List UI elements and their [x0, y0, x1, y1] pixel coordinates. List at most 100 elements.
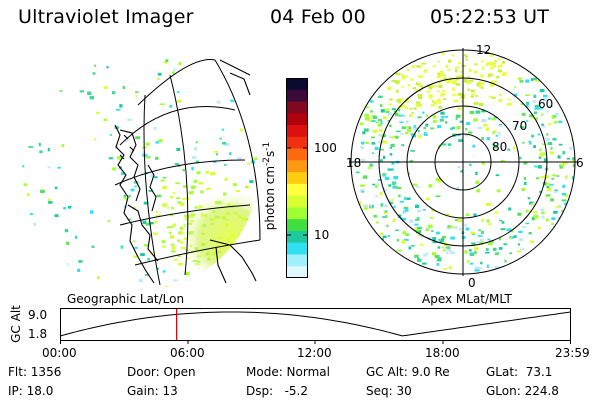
- speckle: [422, 208, 426, 211]
- speckle: [253, 292, 257, 294]
- speckle: [466, 259, 470, 264]
- speckle: [163, 61, 168, 64]
- speckle: [359, 189, 364, 192]
- speckle: [501, 221, 505, 224]
- speckle: [399, 133, 404, 135]
- speckle: [528, 114, 534, 118]
- speckle: [389, 153, 393, 156]
- speckle: [535, 216, 539, 219]
- speckle: [440, 238, 445, 242]
- speckle: [133, 255, 138, 258]
- speckle: [372, 129, 378, 133]
- speckle: [230, 41, 235, 43]
- speckle: [517, 77, 523, 80]
- speckle: [54, 54, 59, 57]
- speckle: [379, 148, 384, 151]
- speckle: [470, 89, 475, 93]
- speckle: [441, 246, 444, 249]
- speckle: [430, 127, 435, 130]
- speckle: [506, 228, 511, 232]
- speckle: [519, 156, 522, 160]
- speckle: [398, 114, 402, 117]
- speckle: [480, 82, 484, 85]
- speckle: [498, 237, 501, 241]
- speckle: [399, 114, 405, 117]
- speckle: [380, 109, 385, 113]
- speckle: [366, 106, 369, 109]
- speckle: [526, 120, 529, 123]
- speckle: [364, 141, 369, 144]
- speckle: [370, 100, 374, 103]
- speckle: [143, 244, 149, 247]
- speckle: [465, 227, 470, 231]
- speckle: [538, 226, 541, 230]
- speckle: [360, 141, 365, 145]
- speckle: [407, 171, 411, 175]
- speckle: [374, 215, 377, 217]
- info-ip: IP: 18.0: [8, 384, 54, 398]
- speckle: [358, 201, 362, 205]
- speckle: [147, 257, 151, 261]
- speckle: [370, 110, 373, 113]
- speckle: [413, 107, 417, 110]
- info-dsp: Dsp: -5.2: [246, 384, 309, 398]
- alt-ymin: 1.8: [28, 327, 48, 341]
- speckle: [79, 90, 85, 93]
- speckle: [254, 225, 258, 228]
- speckle: [414, 204, 420, 209]
- speckle: [363, 207, 368, 210]
- speckle: [369, 163, 373, 167]
- speckle: [198, 49, 201, 51]
- speckle: [244, 250, 250, 254]
- speckle: [419, 83, 422, 85]
- speckle: [363, 204, 367, 208]
- altitude-track-plot: [60, 308, 571, 344]
- speckle: [396, 99, 401, 103]
- speckle: [247, 292, 252, 294]
- speckle: [466, 81, 471, 84]
- colorbar-band: [286, 172, 308, 185]
- speckle: [391, 198, 394, 202]
- speckle: [417, 130, 420, 133]
- speckle: [404, 208, 409, 212]
- info-flight: Flt: 1356: [8, 365, 62, 379]
- speckle: [111, 50, 114, 53]
- speckle: [448, 147, 451, 150]
- speckle: [144, 274, 150, 276]
- speckle: [142, 220, 147, 225]
- speckle: [525, 222, 530, 225]
- speckle: [157, 72, 162, 76]
- speckle: [440, 73, 445, 76]
- speckle: [511, 229, 514, 233]
- speckle: [410, 149, 415, 152]
- speckle: [249, 180, 254, 184]
- speckle: [545, 137, 551, 141]
- speckle: [417, 75, 423, 78]
- speckle: [551, 222, 554, 225]
- speckle: [535, 117, 538, 121]
- speckle: [378, 129, 383, 132]
- speckle: [393, 205, 396, 209]
- speckle: [458, 139, 463, 142]
- speckle: [537, 133, 541, 136]
- speckle: [159, 103, 165, 106]
- speckle: [404, 106, 408, 110]
- speckle: [540, 208, 545, 211]
- speckle: [486, 247, 489, 251]
- speckle: [401, 217, 407, 221]
- speckle: [169, 104, 173, 108]
- speckle: [256, 127, 258, 132]
- speckle: [213, 151, 219, 153]
- date-label: 04 Feb 00: [270, 6, 366, 28]
- speckle: [445, 213, 450, 217]
- speckle: [389, 98, 393, 101]
- colorbar-band: [286, 160, 308, 173]
- speckle: [415, 82, 421, 86]
- speckle: [488, 222, 491, 226]
- speckle: [377, 124, 383, 127]
- speckle: [474, 63, 478, 66]
- speckle: [571, 176, 575, 180]
- speckle: [473, 70, 477, 74]
- speckle: [432, 115, 437, 119]
- speckle: [122, 85, 126, 90]
